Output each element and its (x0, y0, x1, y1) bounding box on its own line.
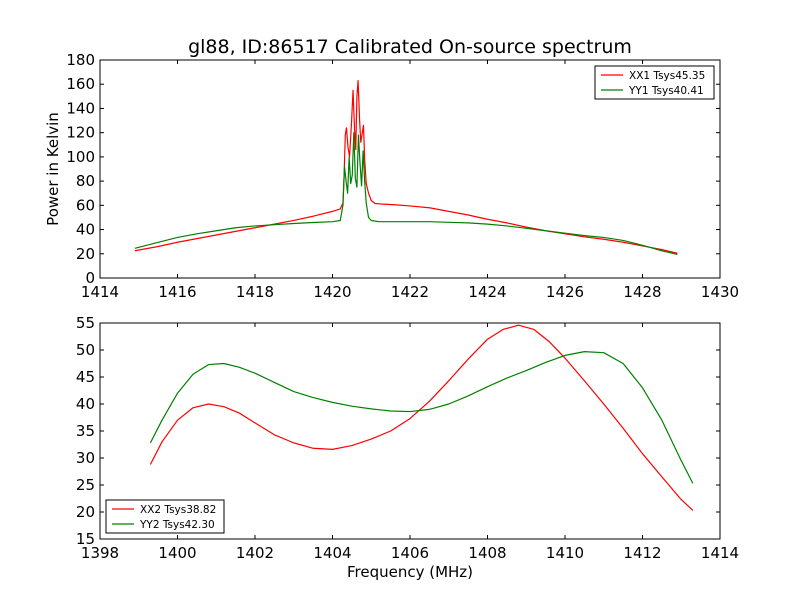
y-tick-label: 120 (66, 124, 95, 142)
y-tick-label: 40 (76, 395, 95, 413)
y-tick-label: 40 (76, 221, 95, 239)
x-tick-label: 1406 (391, 544, 429, 562)
y-tick-label: 55 (76, 314, 95, 332)
x-tick-label: 1418 (236, 283, 274, 301)
legend-box (105, 499, 225, 534)
y-tick-label: 140 (66, 99, 95, 117)
y-tick-label: 60 (76, 196, 95, 214)
x-tick-label: 1430 (701, 283, 739, 301)
x-axis-label: Frequency (MHz) (347, 563, 473, 581)
x-tick-label: 1402 (236, 544, 274, 562)
legend-box (594, 65, 715, 100)
x-tick-label: 1408 (468, 544, 506, 562)
y-tick-label: 45 (76, 368, 95, 386)
legend: XX2 Tsys38.82 YY2 Tsys42.30 (105, 499, 225, 534)
x-tick-label: 1416 (158, 283, 196, 301)
y-tick-label: 30 (76, 449, 95, 467)
y-axis-label: Power in Kelvin (44, 112, 62, 226)
x-tick-label: 1404 (313, 544, 351, 562)
x-tick-label: 1410 (546, 544, 584, 562)
series-line-1 (149, 324, 694, 511)
legend: XX1 Tsys45.35 YY1 Tsys40.41 (594, 65, 715, 100)
legend-label: YY1 Tsys40.41 (628, 85, 704, 97)
legend-label: XX1 Tsys45.35 (629, 70, 705, 82)
x-tick-label: 1426 (546, 283, 584, 301)
series-line-1 (134, 79, 678, 254)
y-tick-label: 80 (76, 172, 95, 190)
x-tick-label: 1420 (313, 283, 351, 301)
bottom-panel-chart: 1398 1400 1402 1404 1406 1408 1410 1412 1414 15 20… (76, 314, 739, 581)
x-tick-label: 1422 (391, 283, 429, 301)
series-line-2 (149, 351, 694, 484)
y-tick-label: 180 (66, 51, 95, 69)
x-tick-label: 1414 (81, 283, 119, 301)
top-panel-chart: 1414 1416 1418 1420 1422 1424 1426 1428 1430 0 20 4… (44, 51, 739, 301)
x-tick-label: 1428 (623, 283, 661, 301)
y-tick-label: 0 (85, 269, 95, 287)
y-tick-label: 100 (66, 148, 95, 166)
y-tick-label: 25 (76, 476, 95, 494)
y-tick-label: 50 (76, 341, 95, 359)
legend-label: XX2 Tsys38.82 (140, 504, 216, 516)
y-tick-label: 160 (66, 75, 95, 93)
legend-label: YY2 Tsys42.30 (139, 519, 215, 531)
x-tick-label: 1424 (468, 283, 506, 301)
x-tick-label: 1400 (158, 544, 196, 562)
figure-title: gl88, ID:86517 Calibrated On-source spec… (188, 36, 632, 58)
y-tick-label: 35 (76, 422, 95, 440)
y-tick-label: 15 (76, 530, 95, 548)
y-tick-label: 20 (76, 503, 95, 521)
x-tick-label: 1412 (623, 544, 661, 562)
x-tick-label: 1398 (81, 544, 119, 562)
x-tick-label: 1414 (701, 544, 739, 562)
series-line-2 (134, 132, 678, 255)
y-tick-label: 20 (76, 245, 95, 263)
